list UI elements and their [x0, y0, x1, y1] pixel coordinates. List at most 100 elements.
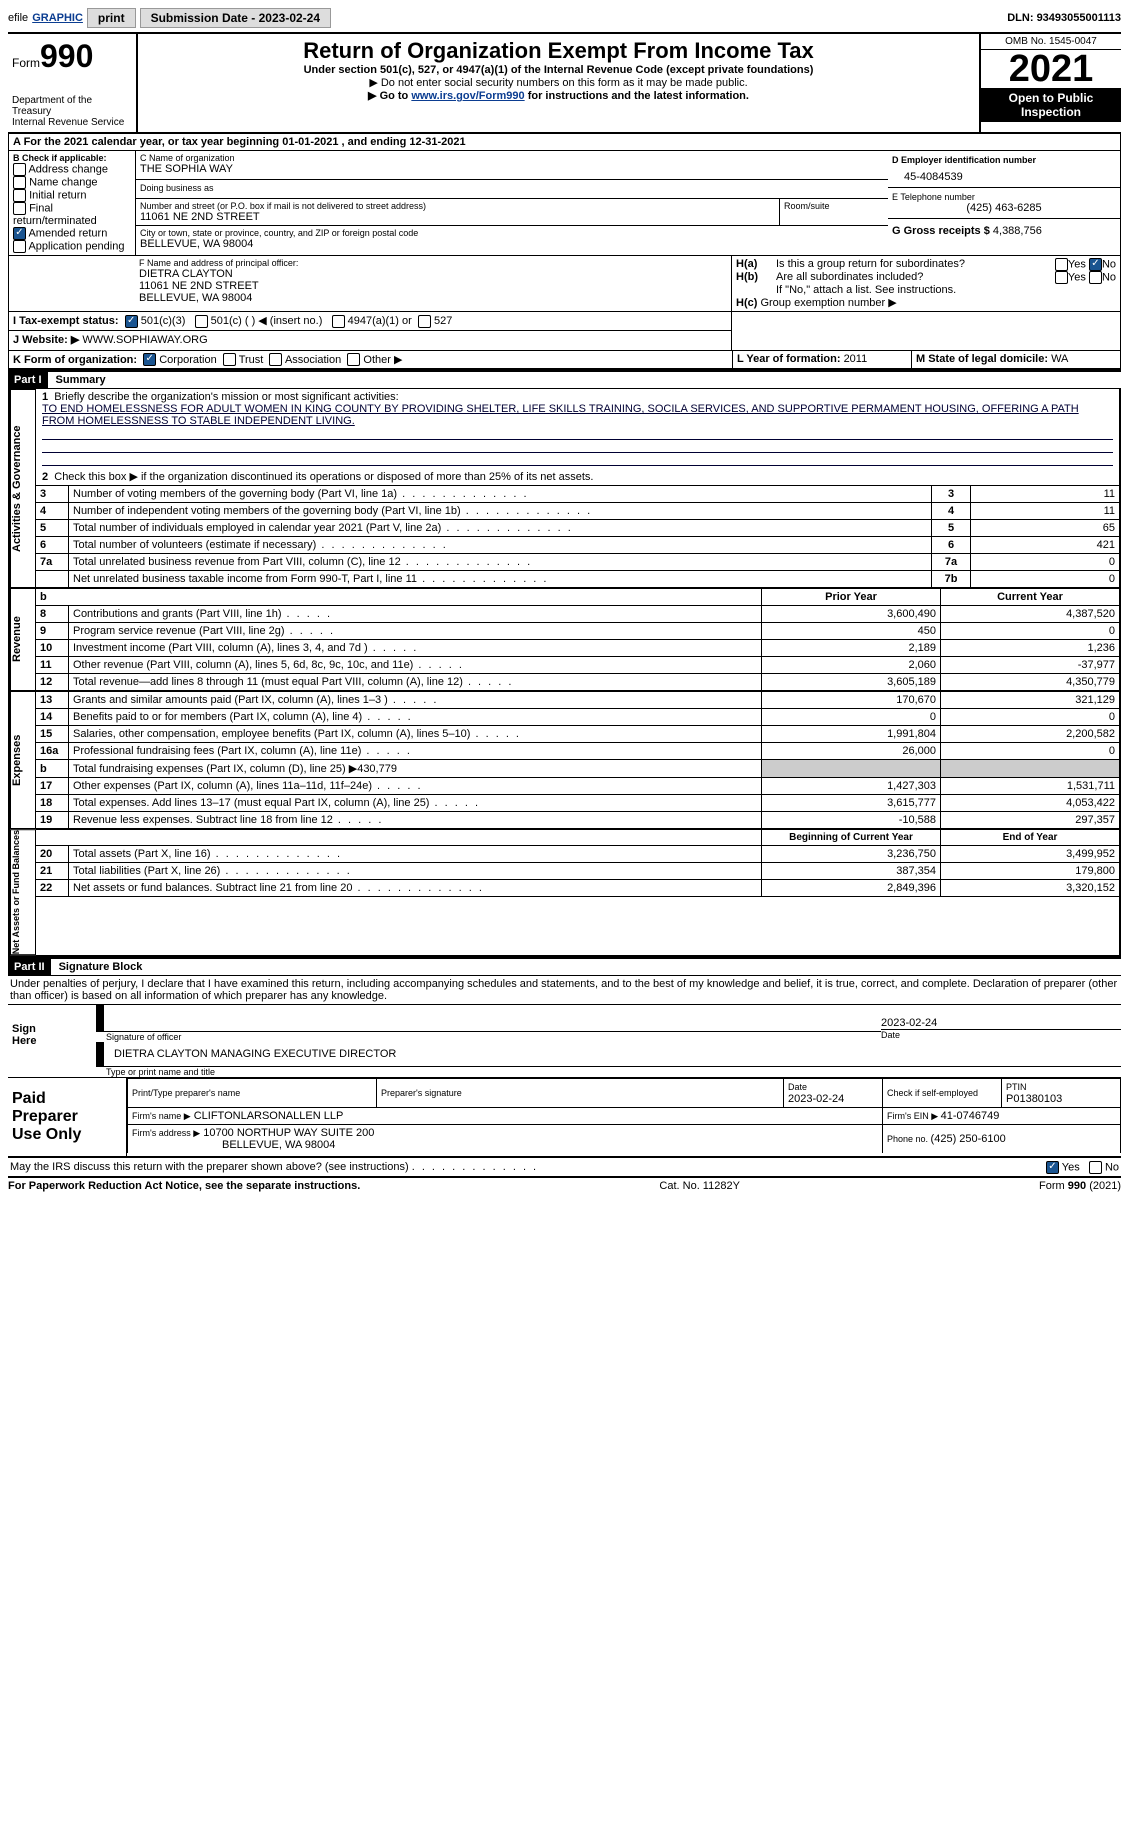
mission-text: TO END HOMELESSNESS FOR ADULT WOMEN IN K… [42, 403, 1079, 427]
g-label: G Gross receipts $ [892, 225, 993, 237]
subdate-value: 2023-02-24 [259, 11, 320, 25]
dba-label: Doing business as [140, 183, 214, 193]
part1-bar: Part I [8, 372, 48, 388]
hb-label: H(b) [736, 271, 776, 284]
expenses-section: Expenses 13 Grants and similar amounts p… [8, 691, 1121, 829]
hb-no[interactable] [1089, 271, 1102, 284]
activities-section: Activities & Governance 1 Briefly descri… [8, 388, 1121, 588]
irs-link[interactable]: www.irs.gov/Form990 [411, 90, 524, 102]
efile-label: efile [8, 12, 28, 24]
section-ij: I Tax-exempt status: 501(c)(3) 501(c) ( … [8, 312, 1121, 351]
sig-date-label: Date [881, 1029, 1121, 1040]
chk-other[interactable] [347, 353, 360, 366]
form-number: Form990 [12, 38, 132, 75]
h-note: If "No," attach a list. See instructions… [736, 284, 1116, 296]
print-button[interactable]: print [87, 8, 136, 28]
tab-revenue: Revenue [10, 588, 36, 691]
subdate-label: Submission Date - [151, 11, 259, 25]
chk-name[interactable]: Name change [13, 176, 131, 189]
chk-final[interactable]: Final return/terminated [13, 202, 131, 227]
line-m: M State of legal domicile: WA [912, 351, 1120, 369]
officer-street: 11061 NE 2ND STREET [139, 280, 727, 292]
discuss-yes[interactable] [1046, 1161, 1059, 1174]
ha-no[interactable] [1089, 258, 1102, 271]
expenses-table: 13 Grants and similar amounts paid (Part… [36, 691, 1119, 829]
paid-preparer-block: PaidPreparerUse Only Print/Type preparer… [8, 1078, 1121, 1158]
revenue-section: Revenue b Prior Year Current Year8 Contr… [8, 588, 1121, 691]
line-i: I Tax-exempt status: 501(c)(3) 501(c) ( … [13, 314, 727, 328]
section-h: H(a) Is this a group return for subordin… [732, 256, 1120, 311]
activities-table: 3 Number of voting members of the govern… [36, 485, 1119, 588]
section-deg: D Employer identification number 45-4084… [888, 151, 1120, 255]
netassets-section: Net Assets or Fund Balances Beginning of… [8, 829, 1121, 957]
hc-text: Group exemption number ▶ [760, 297, 896, 309]
officer-name: DIETRA CLAYTON [139, 268, 727, 280]
section-fh: F Name and address of principal officer:… [8, 256, 1121, 312]
part2-header: Part II Signature Block [8, 957, 1121, 975]
org-name: THE SOPHIA WAY [140, 163, 884, 175]
line-1: 1 Briefly describe the organization's mi… [36, 389, 1119, 468]
section-c: C Name of organization THE SOPHIA WAY Do… [136, 151, 888, 255]
discuss-no[interactable] [1089, 1161, 1102, 1174]
city-label: City or town, state or province, country… [140, 228, 884, 238]
footer: For Paperwork Reduction Act Notice, see … [8, 1178, 1121, 1192]
phone-value: (425) 463-6285 [892, 202, 1116, 214]
chk-corp[interactable] [143, 353, 156, 366]
chk-527[interactable] [418, 315, 431, 328]
header-left: Form990 Department of the Treasury Inter… [8, 34, 138, 132]
graphic-link[interactable]: GRAPHIC [32, 12, 83, 24]
sig-officer-label: Signature of officer [96, 1032, 881, 1042]
hb-yes[interactable] [1055, 271, 1068, 284]
chk-501c3[interactable] [125, 315, 138, 328]
preparer-table: Print/Type preparer's name Preparer's si… [127, 1078, 1121, 1153]
submission-date-button[interactable]: Submission Date - 2023-02-24 [140, 8, 331, 28]
chk-address[interactable]: Address change [13, 163, 131, 176]
chk-initial[interactable]: Initial return [13, 189, 131, 202]
department-label: Department of the Treasury Internal Reve… [12, 95, 132, 128]
website: WWW.SOPHIAWAY.ORG [79, 334, 207, 346]
section-b: B Check if applicable: Address change Na… [9, 151, 136, 255]
chk-501c[interactable] [195, 315, 208, 328]
section-bcdeg: B Check if applicable: Address change Na… [8, 151, 1121, 256]
officer-city: BELLEVUE, WA 98004 [139, 292, 727, 304]
form-title: Return of Organization Exempt From Incom… [142, 38, 975, 64]
d-label: D Employer identification number [892, 155, 1116, 165]
header-center: Return of Organization Exempt From Incom… [138, 34, 979, 132]
f-label: F Name and address of principal officer: [139, 258, 727, 268]
gross-receipts: 4,388,756 [993, 225, 1042, 237]
tab-netassets: Net Assets or Fund Balances [10, 829, 36, 955]
cat-number: Cat. No. 11282Y [360, 1180, 1039, 1192]
line-l: L Year of formation: 2011 [733, 351, 912, 369]
officer-name-title: DIETRA CLAYTON MANAGING EXECUTIVE DIRECT… [96, 1042, 1121, 1067]
ha-text: Is this a group return for subordinates? [776, 258, 1055, 271]
form-subtitle: Under section 501(c), 527, or 4947(a)(1)… [142, 64, 975, 76]
chk-trust[interactable] [223, 353, 236, 366]
line-2: 2 Check this box ▶ if the organization d… [36, 468, 1119, 485]
declaration: Under penalties of perjury, I declare th… [8, 975, 1121, 1005]
part2-title: Signature Block [59, 961, 143, 973]
ha-label: H(a) [736, 258, 776, 271]
e-label: E Telephone number [892, 192, 1116, 202]
section-f: F Name and address of principal officer:… [135, 256, 732, 311]
hb-text: Are all subordinates included? [776, 271, 1055, 284]
tab-activities: Activities & Governance [10, 389, 36, 588]
sign-here-label: SignHere [8, 1005, 96, 1077]
ein-value: 45-4084539 [892, 165, 1116, 183]
b-label: B Check if applicable: [13, 153, 131, 163]
city-value: BELLEVUE, WA 98004 [140, 238, 884, 250]
line-a: A For the 2021 calendar year, or tax yea… [8, 134, 1121, 151]
part1-header: Part I Summary [8, 370, 1121, 388]
form-header: Form990 Department of the Treasury Inter… [8, 32, 1121, 134]
dln-label: DLN: [1007, 12, 1036, 24]
chk-assoc[interactable] [269, 353, 282, 366]
chk-amended[interactable]: Amended return [13, 227, 131, 240]
chk-application[interactable]: Application pending [13, 240, 131, 253]
street-value: 11061 NE 2ND STREET [140, 211, 775, 223]
c-name-label: C Name of organization [140, 153, 884, 163]
section-klm: K Form of organization: Corporation Trus… [8, 351, 1121, 371]
may-irs-discuss: May the IRS discuss this return with the… [8, 1158, 1121, 1178]
ha-yes[interactable] [1055, 258, 1068, 271]
form-line3: ▶ Go to www.irs.gov/Form990 for instruct… [142, 89, 975, 102]
netassets-table: Beginning of Current Year End of Year20 … [36, 829, 1119, 897]
chk-4947[interactable] [332, 315, 345, 328]
